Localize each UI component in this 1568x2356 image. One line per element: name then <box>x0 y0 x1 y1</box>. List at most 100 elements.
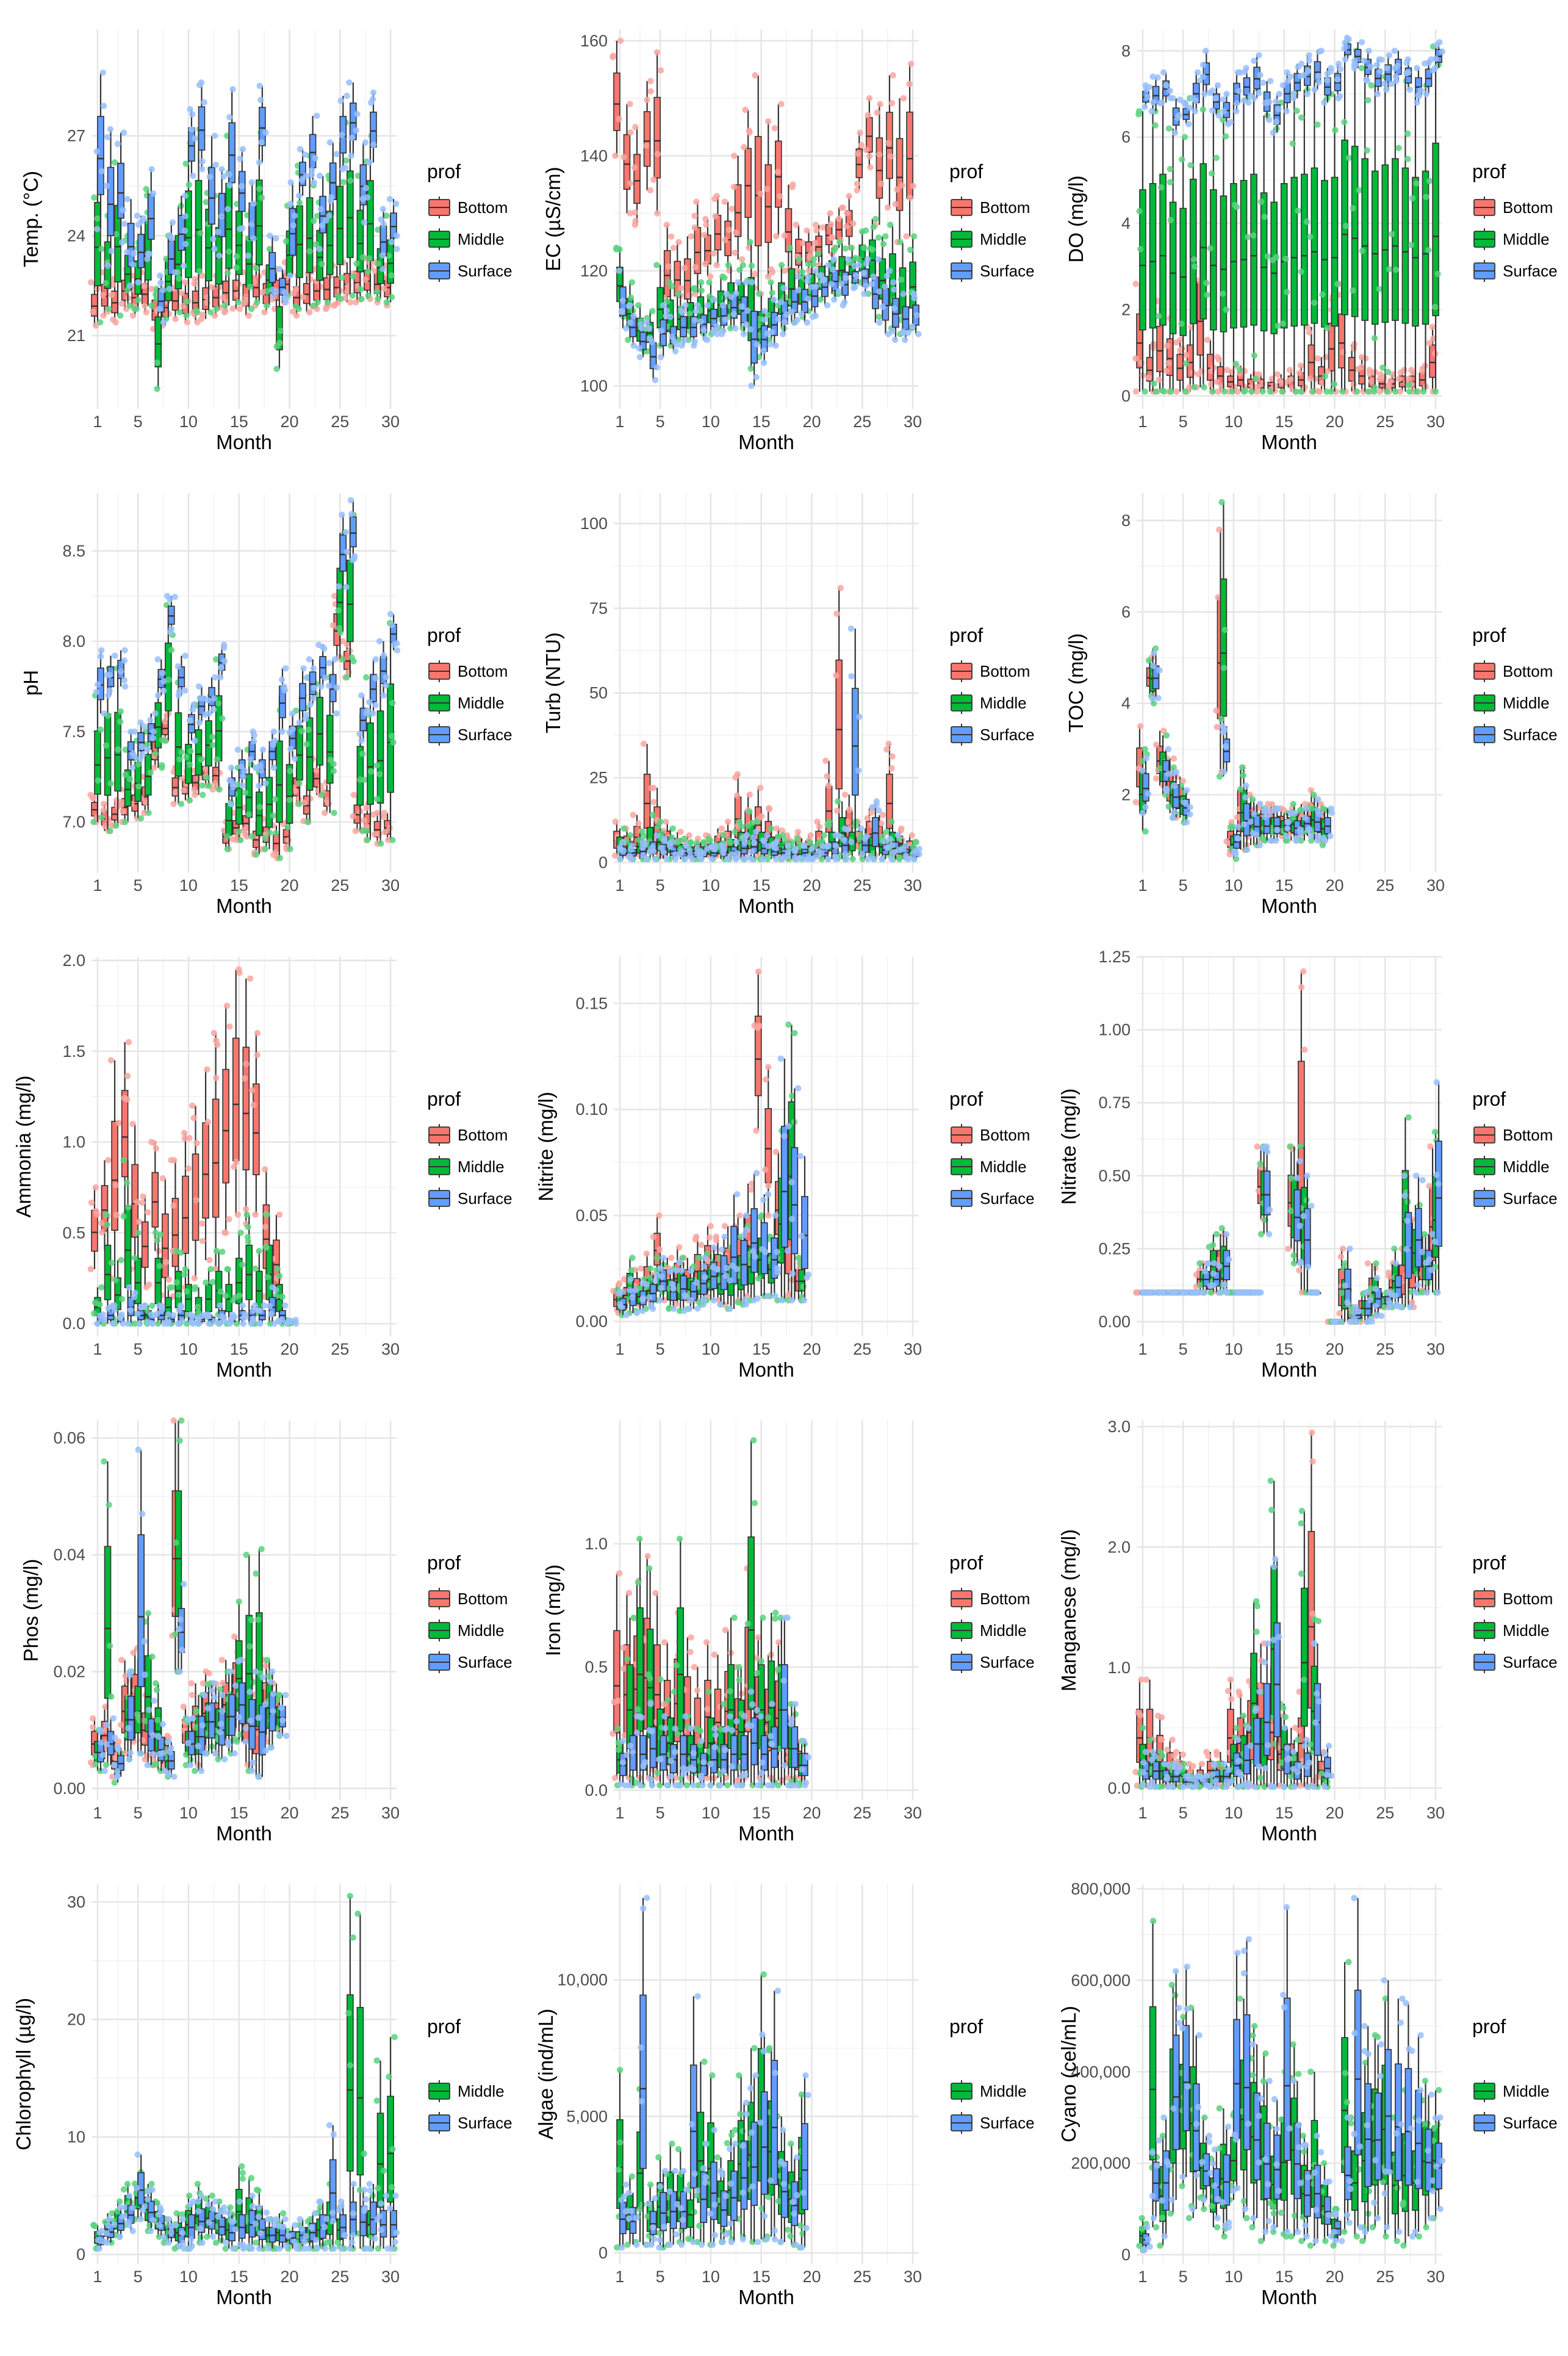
data-point <box>1220 290 1226 297</box>
data-point <box>231 1163 237 1170</box>
data-point <box>1194 69 1201 76</box>
data-point <box>1341 45 1348 52</box>
data-point <box>629 1255 636 1261</box>
data-point <box>876 151 883 158</box>
data-point <box>1221 388 1228 395</box>
data-point <box>667 233 675 240</box>
box-surface <box>299 683 306 711</box>
data-point <box>1167 87 1173 95</box>
data-point <box>262 129 269 136</box>
data-point <box>899 182 905 189</box>
x-tick-label: 1 <box>1138 876 1147 895</box>
data-point <box>775 315 782 323</box>
x-tick-label: 15 <box>1275 412 1293 431</box>
data-point <box>148 1320 155 1327</box>
data-point <box>266 1303 273 1309</box>
data-point <box>369 96 376 103</box>
data-point <box>642 841 649 848</box>
data-point <box>273 1286 279 1294</box>
data-point <box>851 262 858 270</box>
data-point <box>877 101 883 107</box>
data-point <box>196 694 204 702</box>
data-point <box>252 1211 259 1218</box>
data-point <box>310 665 317 672</box>
data-point <box>856 713 863 720</box>
y-axis-title: pH <box>20 670 42 696</box>
data-point <box>375 226 381 233</box>
data-point <box>222 1292 229 1299</box>
data-point <box>1257 71 1264 79</box>
data-point <box>307 701 314 708</box>
data-point <box>627 319 633 326</box>
data-point <box>1247 818 1254 826</box>
data-point <box>180 262 187 269</box>
data-point <box>237 1230 244 1236</box>
data-point <box>326 660 333 666</box>
legend-label-surface: Surface <box>980 726 1035 744</box>
data-point <box>193 1197 200 1204</box>
data-point <box>1218 499 1225 506</box>
box-surface <box>350 516 357 547</box>
data-point <box>1405 381 1412 389</box>
data-point <box>622 325 630 332</box>
data-point <box>1283 832 1290 840</box>
data-point <box>104 262 111 269</box>
data-point <box>213 306 220 312</box>
data-point <box>655 823 662 830</box>
data-point <box>282 1302 289 1309</box>
data-point <box>311 179 317 186</box>
data-point <box>706 293 713 300</box>
box-middle <box>1230 182 1237 329</box>
legend-title: prof <box>427 624 461 646</box>
data-point <box>722 236 728 243</box>
data-point <box>855 256 862 263</box>
data-point <box>1406 388 1413 395</box>
data-point <box>363 674 370 681</box>
data-point <box>907 60 915 67</box>
data-point <box>250 1101 257 1109</box>
data-point <box>310 217 317 225</box>
data-point <box>1163 732 1170 739</box>
legend-key-surface <box>951 260 973 282</box>
data-point <box>365 255 373 262</box>
data-point <box>843 223 850 230</box>
y-axis-title: EC (µS/cm) <box>542 167 564 271</box>
box-middle <box>1169 201 1177 334</box>
x-tick-label: 1 <box>93 412 102 431</box>
data-point <box>168 235 175 242</box>
data-point <box>206 173 214 180</box>
data-point <box>1192 108 1199 115</box>
data-point <box>394 245 400 253</box>
data-point <box>112 652 118 659</box>
data-point <box>98 1284 105 1291</box>
data-point <box>1414 65 1420 71</box>
data-point <box>389 837 396 843</box>
data-point <box>98 245 105 253</box>
data-point <box>1276 90 1282 98</box>
data-point <box>394 647 401 654</box>
data-point <box>362 184 370 192</box>
data-point <box>694 302 701 309</box>
legend-label-bottom: Bottom <box>1503 198 1553 217</box>
data-point <box>303 741 310 748</box>
data-point <box>1222 133 1229 140</box>
data-point <box>1167 388 1174 395</box>
data-point <box>667 843 674 850</box>
data-marks <box>87 69 400 392</box>
data-point <box>1273 118 1280 125</box>
data-point <box>613 246 620 253</box>
data-point <box>650 784 657 791</box>
data-point <box>381 829 389 835</box>
data-point <box>104 134 111 140</box>
data-point <box>776 193 783 200</box>
data-point <box>383 674 389 680</box>
data-point <box>882 283 888 290</box>
data-point <box>663 307 670 314</box>
data-point <box>1173 388 1180 395</box>
data-point <box>314 212 321 220</box>
data-point <box>769 289 775 297</box>
data-point <box>1434 270 1441 278</box>
data-point <box>1209 170 1215 177</box>
data-point <box>187 106 193 113</box>
data-point <box>1312 375 1319 382</box>
